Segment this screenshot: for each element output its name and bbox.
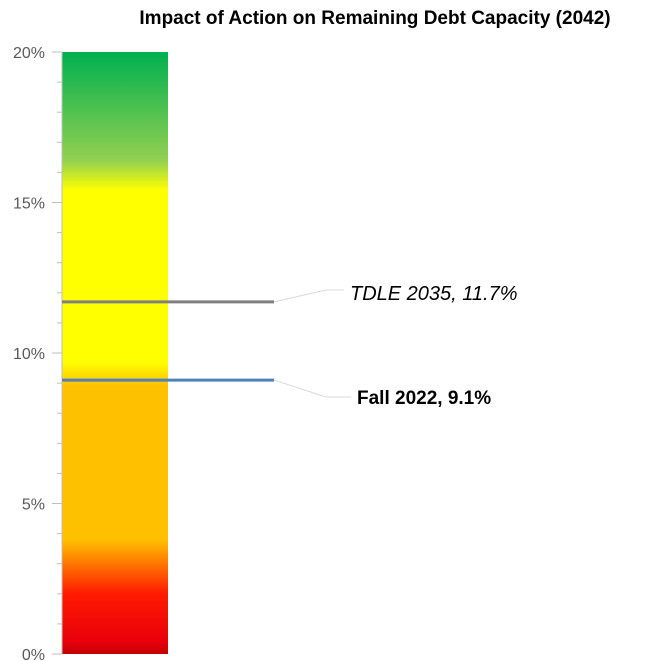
marker-label: TDLE 2035, 11.7% (350, 283, 518, 305)
y-tick-label: 10% (13, 346, 45, 363)
value-markers: TDLE 2035, 11.7% Fall 2022, 9.1% (62, 283, 518, 409)
y-tick-label: 5% (22, 497, 45, 514)
leader-line (273, 289, 344, 303)
leader-line (273, 379, 351, 398)
y-tick-label: 15% (13, 196, 45, 213)
y-tick-label: 20% (13, 45, 45, 62)
y-axis-tick-labels: 0% 5% 10% 15% 20% (13, 45, 45, 661)
y-axis-ticks (52, 51, 62, 655)
chart-title: Impact of Action on Remaining Debt Capac… (139, 8, 610, 29)
gauge-bar (62, 52, 168, 654)
marker-label: Fall 2022, 9.1% (357, 388, 491, 409)
y-tick-label: 0% (22, 647, 45, 661)
